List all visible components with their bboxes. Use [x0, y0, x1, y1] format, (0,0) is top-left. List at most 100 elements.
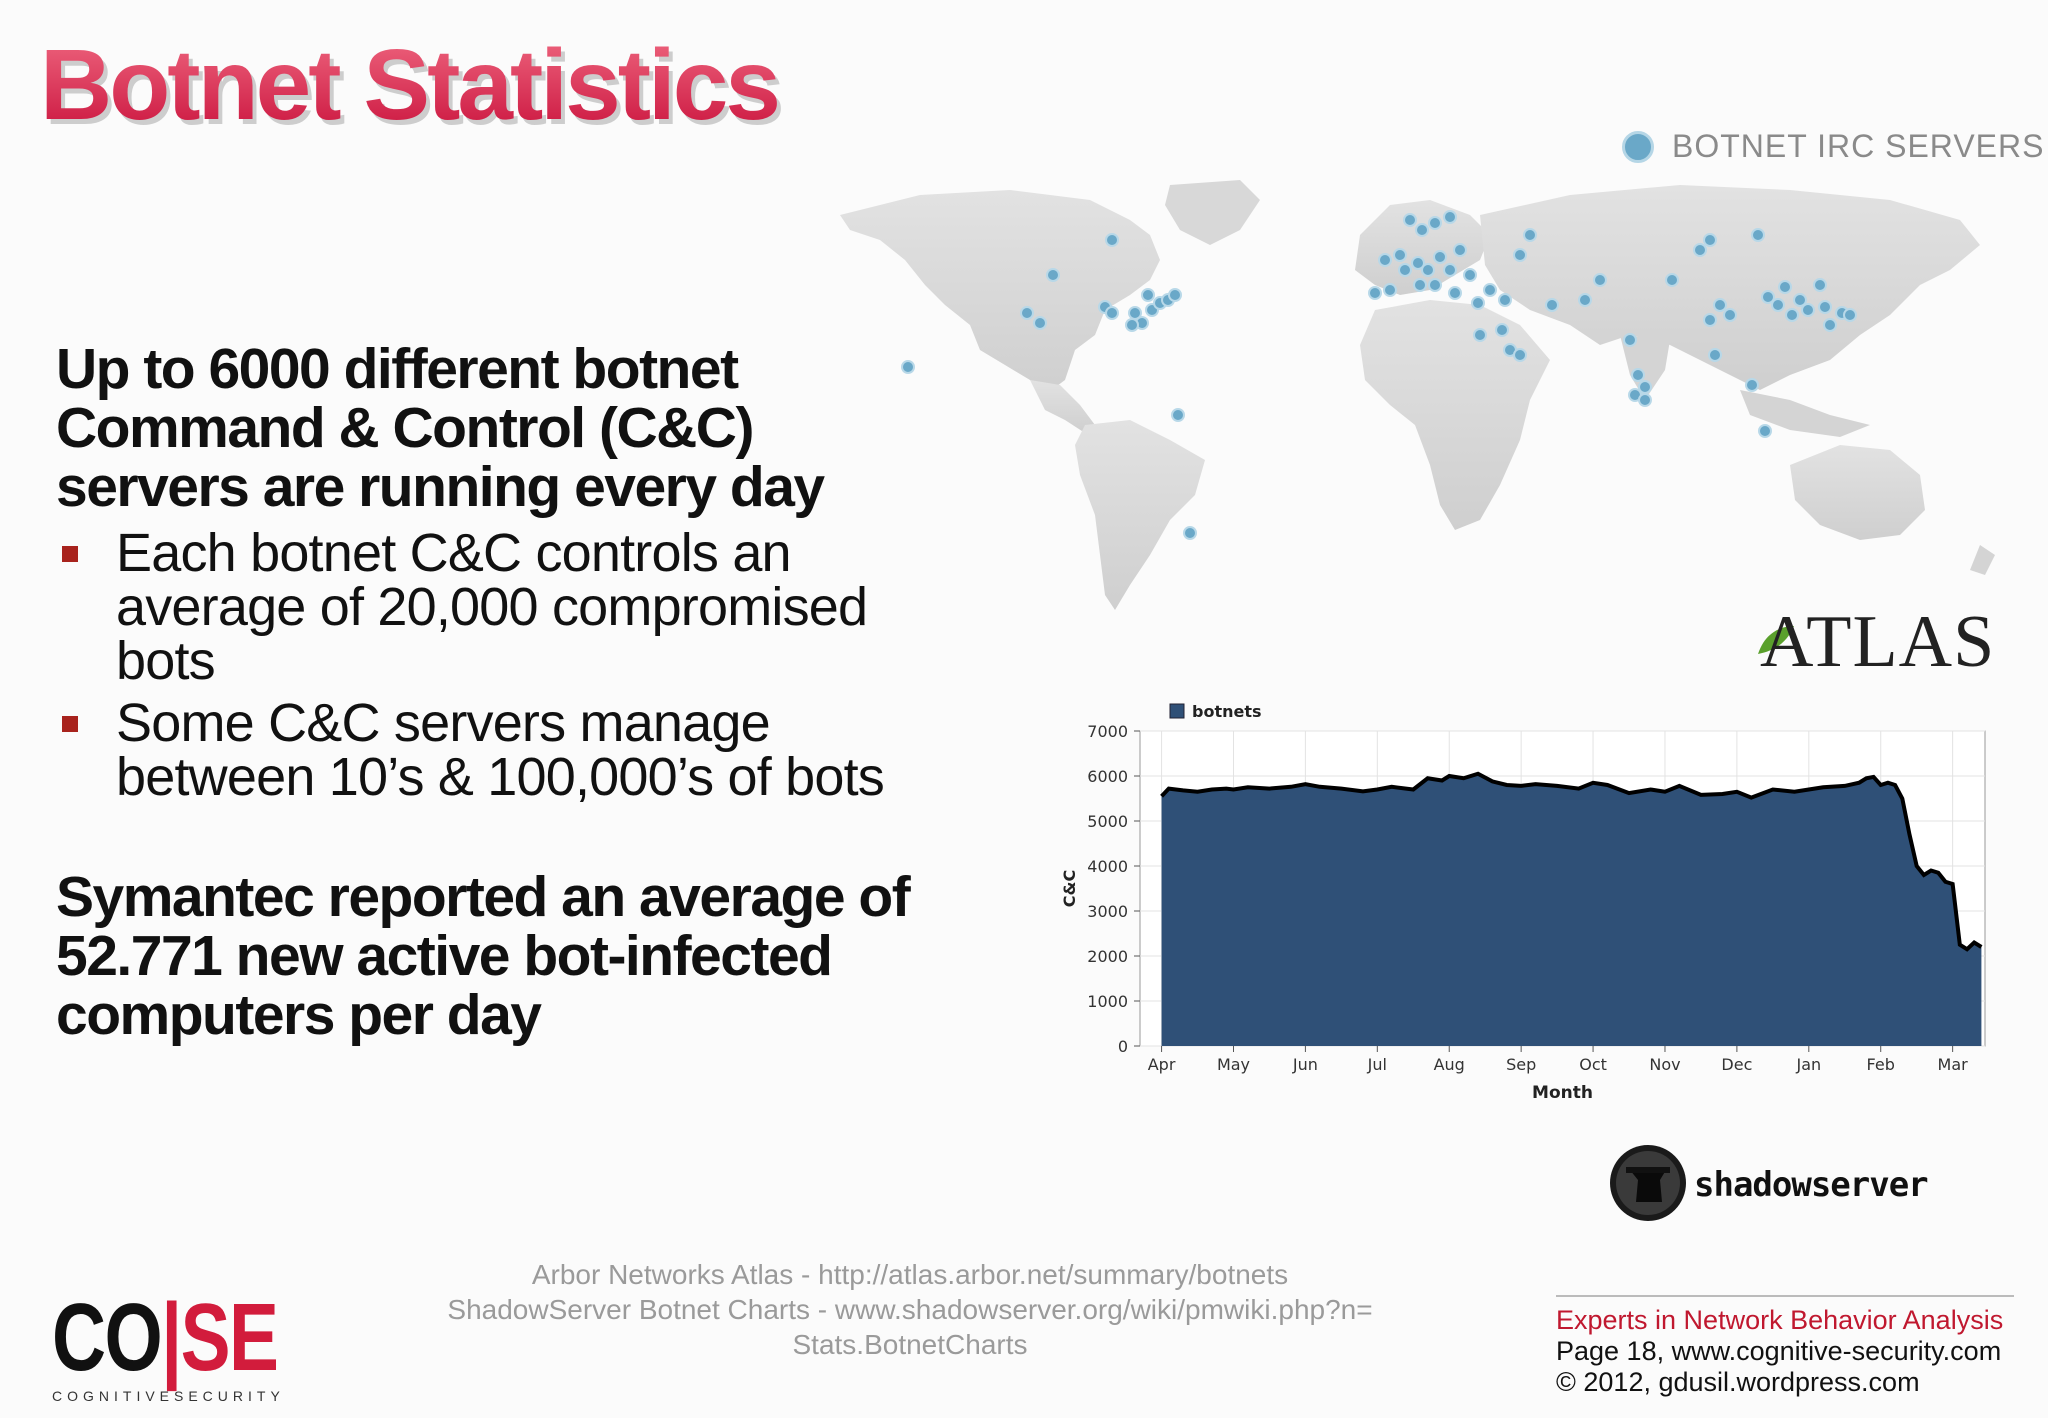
- logo-co: CO: [52, 1284, 163, 1391]
- marker: [1415, 223, 1429, 237]
- marker: [1593, 273, 1607, 287]
- legend-label: botnets: [1192, 702, 1262, 721]
- marker: [1693, 243, 1707, 257]
- marker: [1428, 278, 1442, 292]
- logo-divider: |: [161, 1284, 182, 1391]
- marker: [1393, 248, 1407, 262]
- footer-copyright: © 2012, gdusil.wordpress.com: [1556, 1367, 1920, 1397]
- cose-subtitle: COGNITIVESECURITY: [52, 1388, 285, 1404]
- marker: [1105, 306, 1119, 320]
- footer-divider: [1556, 1295, 2014, 1297]
- marker: [1463, 268, 1477, 282]
- marker: [1168, 288, 1182, 302]
- footer-tagline: Experts in Network Behavior Analysis: [1556, 1305, 2004, 1335]
- marker: [1411, 256, 1425, 270]
- y-tick-label: 5000: [1087, 812, 1128, 831]
- source-line: Arbor Networks Atlas - http://atlas.arbo…: [531, 1259, 1289, 1290]
- marker: [1020, 306, 1034, 320]
- cose-logo: CO|SE COGNITIVESECURITY: [52, 1290, 341, 1405]
- logo-se: SE: [180, 1284, 279, 1391]
- marker: [1046, 268, 1060, 282]
- shadowserver-wordmark: shadowserver: [1694, 1165, 1928, 1205]
- marker: [1171, 408, 1185, 422]
- continent-north-america: [840, 190, 1160, 395]
- marker: [1778, 280, 1792, 294]
- marker: [1125, 318, 1139, 332]
- legend-swatch: [1169, 703, 1185, 719]
- marker: [1823, 318, 1837, 332]
- marker: [1751, 228, 1765, 242]
- source-line: Stats.BotnetCharts: [792, 1329, 1028, 1360]
- marker: [1383, 283, 1397, 297]
- source-citations: Arbor Networks Atlas - http://atlas.arbo…: [380, 1257, 1440, 1362]
- marker: [1513, 348, 1527, 362]
- marker: [1713, 298, 1727, 312]
- irc-server-markers: [901, 210, 1857, 540]
- marker: [1761, 290, 1775, 304]
- marker: [1473, 328, 1487, 342]
- x-tick-label: Mar: [1938, 1055, 1969, 1074]
- slide-title: Botnet Statistics: [40, 29, 781, 141]
- marker: [1708, 348, 1722, 362]
- marker: [1495, 323, 1509, 337]
- source-line: ShadowServer Botnet Charts - www.shadows…: [447, 1294, 1373, 1325]
- marker: [1758, 424, 1772, 438]
- marker: [1801, 303, 1815, 317]
- continent-south-america: [1075, 420, 1205, 610]
- marker: [1033, 316, 1047, 330]
- marker: [1793, 293, 1807, 307]
- marker: [1631, 368, 1645, 382]
- marker: [1785, 308, 1799, 322]
- marker: [1545, 298, 1559, 312]
- x-tick-label: Nov: [1649, 1055, 1680, 1074]
- map-legend-label: BOTNET IRC SERVERS: [1672, 128, 2045, 164]
- shadowserver-logo: shadowserver: [1610, 1145, 1929, 1221]
- y-tick-label: 0: [1118, 1037, 1128, 1056]
- marker: [1398, 263, 1412, 277]
- marker: [1433, 250, 1447, 264]
- bullet-item: Each botnet C&C controls an average of 2…: [56, 526, 956, 688]
- footer-page: Page 18, www.cognitive-security.com: [1556, 1336, 2002, 1366]
- marker: [1771, 298, 1785, 312]
- marker: [1578, 293, 1592, 307]
- bullet-text: Some C&C servers manage between 10’s & 1…: [116, 693, 885, 807]
- marker: [1745, 378, 1759, 392]
- heading-cc-servers: Up to 6000 different botnet Command & Co…: [56, 337, 825, 519]
- x-tick-label: Apr: [1148, 1055, 1176, 1074]
- marker: [1723, 308, 1737, 322]
- marker: [1443, 263, 1457, 277]
- cose-wordmark: CO|SE: [52, 1290, 279, 1386]
- y-axis-label: C&C: [1060, 870, 1079, 907]
- marker: [1703, 233, 1717, 247]
- continent-new-zealand: [1970, 545, 1995, 575]
- bullet-list: Each botnet C&C controls an average of 2…: [56, 526, 956, 812]
- marker: [1105, 233, 1119, 247]
- marker: [1368, 286, 1382, 300]
- irc-server-dot-icon: [1622, 130, 1654, 163]
- marker: [1448, 286, 1462, 300]
- heading-symantec: Symantec reported an average of 52.771 n…: [56, 865, 911, 1047]
- y-tick-label: 1000: [1087, 992, 1128, 1011]
- series-area-botnets: [1161, 773, 1982, 1046]
- marker: [1483, 283, 1497, 297]
- marker: [1421, 263, 1435, 277]
- marker: [1141, 288, 1155, 302]
- marker: [1471, 296, 1485, 310]
- marker: [1638, 393, 1652, 407]
- slide-title-shadow: Botnet Statistics: [44, 33, 785, 148]
- y-tick-label: 4000: [1087, 857, 1128, 876]
- continent-africa: [1360, 300, 1550, 530]
- footer: Experts in Network Behavior Analysis Pag…: [1556, 1305, 2003, 1398]
- marker: [1703, 313, 1717, 327]
- x-tick-label: Jul: [1367, 1055, 1387, 1074]
- continent-india: [1620, 335, 1670, 400]
- marker: [1498, 293, 1512, 307]
- marker: [1428, 216, 1442, 230]
- continent-southeast-asia: [1740, 390, 1870, 437]
- x-tick-label: Oct: [1579, 1055, 1607, 1074]
- marker: [1513, 248, 1527, 262]
- y-tick-label: 3000: [1087, 902, 1128, 921]
- continent-australia: [1790, 445, 1925, 540]
- marker: [1818, 300, 1832, 314]
